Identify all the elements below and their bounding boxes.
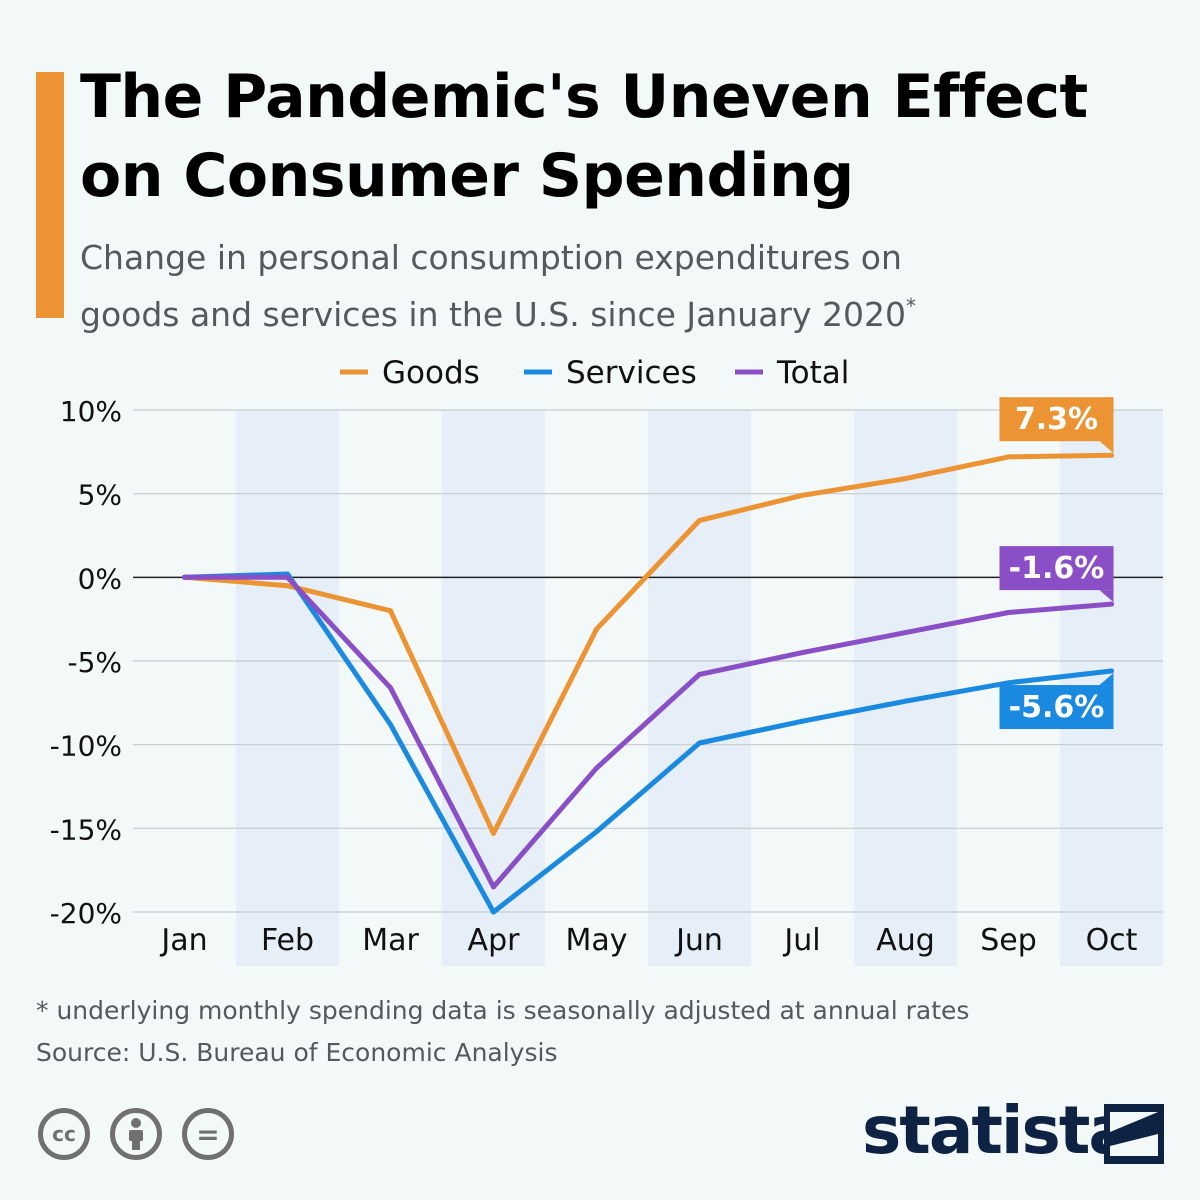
- data-point-services: [594, 829, 599, 835]
- y-tick-label: -20%: [50, 897, 122, 930]
- data-point-services: [388, 722, 393, 728]
- subtitle-line-1: Change in personal consumption expenditu…: [80, 238, 902, 277]
- chart-footnote: * underlying monthly spending data is se…: [36, 990, 969, 1074]
- y-tick-label: -5%: [67, 646, 122, 679]
- data-point-goods: [285, 583, 290, 589]
- legend-label: Total: [776, 355, 849, 391]
- month-band-apr: [442, 410, 545, 966]
- data-point-goods: [800, 492, 805, 498]
- x-tick-label: Feb: [261, 923, 314, 958]
- title-line-2: on Consumer Spending: [80, 141, 854, 211]
- chart-subtitle: Change in personal consumption expenditu…: [80, 234, 1180, 339]
- end-label-box: [999, 397, 1114, 442]
- chart-legend: Goods Services Total: [340, 355, 849, 391]
- y-tick-label: 5%: [78, 479, 122, 512]
- page-title: The Pandemic's Uneven Effect on Consumer…: [80, 58, 1180, 216]
- data-point-goods: [1006, 454, 1011, 460]
- legend-item-total: Total: [735, 355, 849, 391]
- data-point-services: [1006, 680, 1011, 686]
- end-label-goods: 7.3%: [999, 397, 1114, 454]
- end-labels: 7.3% -5.6% -1.6%: [999, 397, 1114, 730]
- data-point-total: [800, 650, 805, 656]
- data-point-services: [697, 740, 702, 746]
- y-axis-ticks: 10% 5% 0% -5% -10% -15% -20%: [50, 395, 122, 930]
- x-tick-label: Jan: [159, 923, 207, 958]
- data-point-total: [182, 574, 187, 580]
- series-line-goods: [182, 452, 1114, 836]
- x-tick-label: Oct: [1086, 923, 1138, 958]
- x-tick-label: Jul: [782, 923, 820, 958]
- x-tick-label: Apr: [468, 923, 521, 958]
- footnote-note: * underlying monthly spending data is se…: [36, 996, 970, 1025]
- x-tick-label: May: [565, 923, 627, 958]
- title-line-1: The Pandemic's Uneven Effect: [80, 62, 1088, 132]
- data-point-goods: [491, 830, 496, 836]
- statista-logo-text[interactable]: statista: [862, 1092, 1133, 1169]
- legend-label: Services: [566, 355, 697, 391]
- end-label-text: -5.6%: [1009, 690, 1105, 725]
- x-tick-label: Mar: [362, 923, 419, 958]
- end-label-pointer: [1099, 673, 1114, 686]
- title-accent-bar: [36, 72, 64, 318]
- statista-logo-icon: [1104, 1104, 1164, 1164]
- x-tick-label: Sep: [980, 923, 1037, 958]
- end-label-total: -1.6%: [999, 546, 1114, 603]
- end-label-pointer: [1099, 441, 1114, 454]
- data-point-total: [491, 884, 496, 890]
- y-tick-label: 0%: [78, 562, 122, 595]
- data-point-total: [903, 630, 908, 636]
- subtitle-line-2: goods and services in the U.S. since Jan…: [80, 282, 1180, 339]
- data-point-services: [800, 718, 805, 724]
- end-label-services: -5.6%: [999, 673, 1114, 730]
- subtitle-line-2-text: goods and services in the U.S. since Jan…: [80, 295, 906, 334]
- x-tick-label: Jun: [674, 923, 723, 958]
- cc-icon[interactable]: cc: [38, 1108, 90, 1160]
- no-derivatives-icon[interactable]: =: [182, 1108, 234, 1160]
- data-point-goods: [903, 476, 908, 482]
- subtitle-footnote-mark: *: [906, 294, 916, 318]
- line-chart: 10% 5% 0% -5% -10% -15% -20% Jan Feb Mar Apr May Ju…: [50, 355, 1163, 966]
- data-point-total: [388, 685, 393, 691]
- data-point-total: [697, 671, 702, 677]
- end-label-box: [999, 546, 1114, 591]
- data-point-goods: [388, 608, 393, 614]
- x-axis-ticks: Jan Feb Mar Apr May Jun Jul Aug Sep Oct: [159, 923, 1137, 958]
- y-tick-label: 10%: [60, 395, 122, 428]
- series-lines: [182, 452, 1114, 915]
- month-band-aug: [854, 410, 957, 966]
- legend-item-services: Services: [524, 355, 697, 391]
- source-text: Source: U.S. Bureau of Economic Analysis: [36, 1038, 558, 1067]
- month-band-feb: [236, 410, 339, 966]
- data-point-goods: [1109, 452, 1114, 458]
- data-point-goods: [594, 626, 599, 632]
- end-label-text: 7.3%: [1015, 402, 1098, 437]
- attribution-icon[interactable]: [110, 1108, 162, 1160]
- series-line-services: [182, 571, 1114, 915]
- end-label-text: -1.6%: [1009, 551, 1105, 586]
- data-point-services: [491, 909, 496, 915]
- person-icon: [129, 1118, 143, 1150]
- data-point-services: [1109, 668, 1114, 674]
- data-point-services: [903, 698, 908, 704]
- data-point-total: [285, 574, 290, 580]
- legend-label: Goods: [382, 355, 480, 391]
- legend-item-goods: Goods: [340, 355, 480, 391]
- y-tick-label: -10%: [50, 730, 122, 763]
- month-band-jun: [648, 410, 751, 966]
- data-point-total: [1006, 609, 1011, 615]
- data-point-total: [1109, 601, 1114, 607]
- end-label-pointer: [1099, 590, 1114, 603]
- data-point-total: [594, 765, 599, 771]
- y-tick-label: -15%: [50, 813, 122, 846]
- series-line-total: [182, 574, 1114, 890]
- end-label-box: [999, 685, 1114, 730]
- data-point-goods: [697, 517, 702, 523]
- x-tick-label: Aug: [876, 923, 935, 958]
